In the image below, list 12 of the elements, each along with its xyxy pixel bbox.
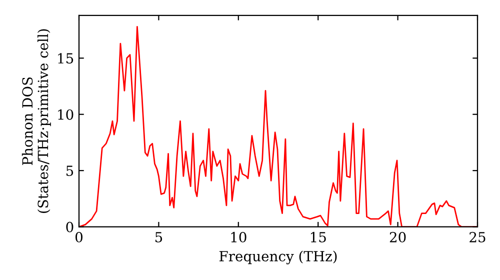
- x-tick-label: 25: [470, 232, 486, 242]
- x-axis-title: Frequency (THz): [219, 250, 337, 264]
- y-axis-title: Phonon DOS (States/THz·primitive cell): [22, 29, 51, 213]
- y-tick-label: 5: [66, 166, 74, 176]
- x-tick-label: 15: [310, 232, 326, 242]
- x-tick-label: 10: [231, 232, 246, 242]
- y-tick-label: 0: [66, 222, 74, 232]
- x-tick-label: 0: [75, 232, 82, 242]
- x-tick-label: 20: [390, 232, 406, 242]
- y-tick-label: 10: [58, 109, 74, 120]
- y-tick-label: 15: [58, 53, 74, 64]
- x-tick-label: 5: [155, 232, 162, 242]
